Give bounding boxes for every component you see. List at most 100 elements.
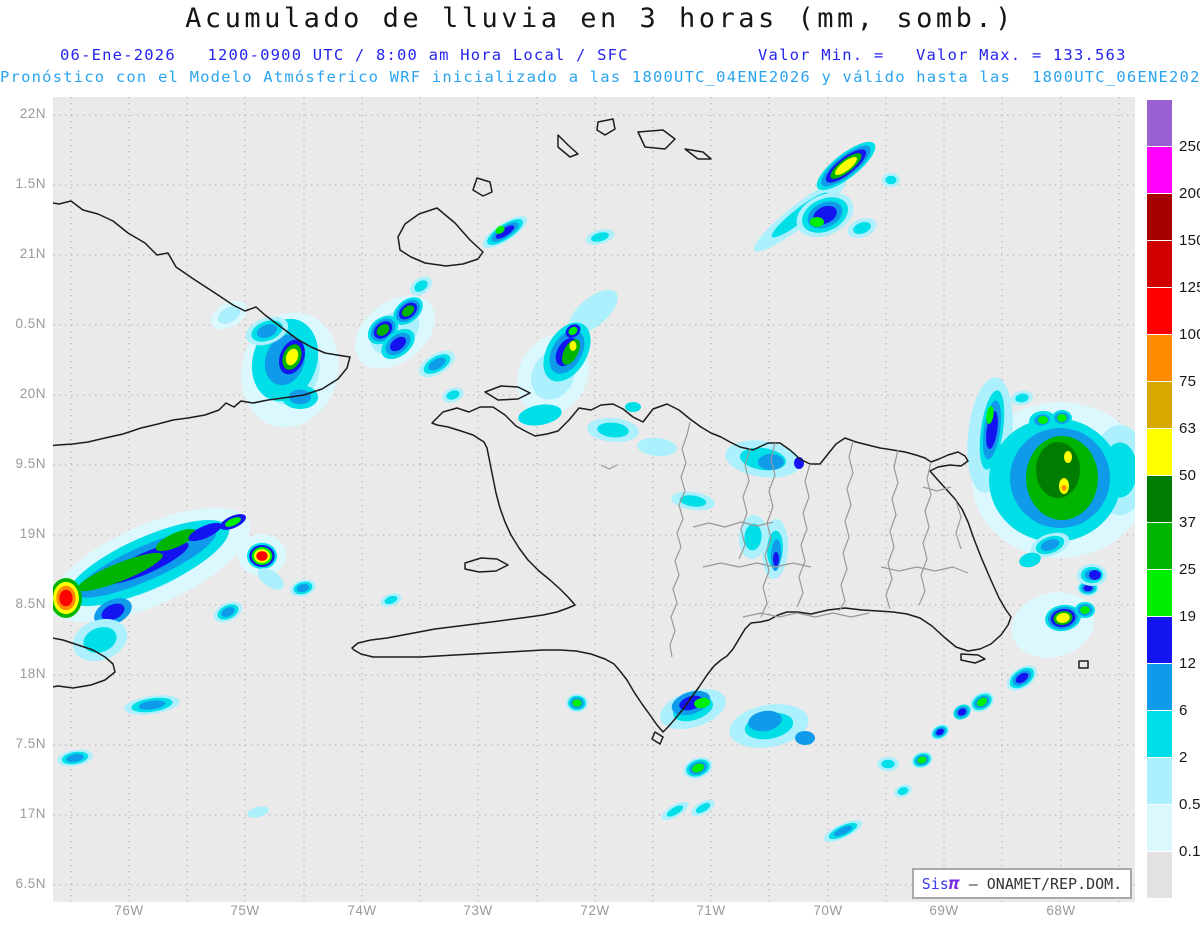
min-max-values: Valor Min. = Valor Max. = 133.563 [758, 46, 1127, 64]
colorbar-segment [1147, 711, 1172, 757]
colorbar-segment [1147, 335, 1172, 381]
rain-cell [94, 598, 132, 626]
rain-cell [257, 568, 285, 590]
lat-label: 22N [19, 106, 46, 121]
colorbar-value: 25 [1179, 561, 1197, 578]
admin-borders [600, 421, 969, 658]
rain-cell [367, 315, 399, 345]
turks-caicos-island-1 [557, 134, 579, 158]
rain-cell [1019, 552, 1041, 568]
colorbar-value: 75 [1179, 373, 1197, 390]
map-canvas [46, 97, 1148, 902]
rain-cell [694, 697, 710, 709]
lat-label: 1.5N [15, 176, 46, 191]
sispi-logo-pi: π [948, 873, 960, 894]
colorbar [1147, 100, 1172, 899]
credit-box: Sis π – ONAMET/REP.DOM. [912, 868, 1132, 899]
colorbar-value: 0.1 [1179, 843, 1200, 860]
lat-label: 21N [19, 246, 46, 261]
colorbar-segment [1147, 241, 1172, 287]
colorbar-value: 50 [1179, 467, 1197, 484]
rain-cell [823, 820, 863, 842]
rain-cell [50, 578, 82, 618]
hispaniola-coast [351, 403, 1012, 733]
rain-cell [72, 618, 128, 662]
colorbar-value: 2 [1179, 749, 1188, 766]
rain-cell [683, 757, 713, 779]
rain-cell [1052, 410, 1072, 426]
rain-cell [795, 731, 815, 745]
sispi-logo-sis: Sis [921, 874, 949, 893]
colorbar-value: 125 [1179, 279, 1200, 296]
lat-label: 18N [19, 666, 46, 681]
rain-cell [124, 695, 180, 715]
rain-cell [482, 215, 528, 249]
rain-cell [894, 784, 912, 798]
rain-cell [1045, 604, 1081, 632]
lon-label: 75W [230, 903, 260, 918]
colorbar-segment [1147, 664, 1172, 710]
rain-cell [882, 173, 900, 187]
colorbar-value: 63 [1179, 420, 1197, 437]
rain-cell [155, 529, 197, 551]
lat-label: 6.5N [15, 876, 46, 891]
mona-island [1078, 660, 1089, 669]
lon-label: 76W [114, 903, 144, 918]
rain-cell [748, 710, 782, 732]
rain-cell [381, 328, 415, 360]
colorbar-segment [1147, 429, 1172, 475]
rain-cell [565, 324, 581, 338]
colorbar-segment [1147, 194, 1172, 240]
rain-cell [410, 276, 432, 296]
lat-label: 7.5N [15, 736, 46, 751]
colorbar-value: 6 [1179, 702, 1188, 719]
rain-cell [495, 225, 505, 235]
rain-cell [188, 522, 222, 542]
rain-cell [57, 749, 93, 767]
rain-cell [247, 806, 269, 818]
lon-label: 74W [347, 903, 377, 918]
rain-cell [969, 691, 995, 713]
rain-cell [442, 387, 464, 403]
rain-cell [1038, 416, 1048, 424]
rain-cell [568, 289, 618, 335]
lat-label: 19N [19, 526, 46, 541]
model-init-text: Pronóstico con el Modelo Atmósferico WRF… [0, 68, 1200, 86]
rain-cell [282, 385, 318, 409]
lat-label: 9.5N [15, 456, 46, 471]
rain-cell [213, 601, 243, 623]
page-title: Acumulado de lluvia en 3 horas (mm, somb… [185, 3, 1015, 34]
colorbar-value: 150 [1179, 232, 1200, 249]
lat-label: 8.5N [15, 596, 46, 611]
cuba-north-coast [46, 200, 351, 358]
rain-cell [1075, 602, 1095, 618]
colorbar-segment [1147, 288, 1172, 334]
colorbar-segment [1147, 476, 1172, 522]
rain-cell [758, 454, 784, 470]
rain-cell [930, 724, 950, 740]
rain-cell [986, 406, 994, 424]
colorbar-segment [1147, 617, 1172, 663]
map-background [53, 97, 1135, 902]
lon-label: 68W [1046, 903, 1076, 918]
jamaica-coast [46, 636, 116, 689]
rain-cell [773, 552, 779, 566]
rain-cell [518, 404, 562, 426]
rain-cell [1089, 570, 1101, 580]
rain-cell [569, 341, 577, 351]
turks-caicos-island-3 [637, 129, 676, 150]
rain-cell [219, 514, 247, 530]
rain-cell [661, 801, 689, 821]
colorbar-segment [1147, 758, 1172, 804]
lat-label: 0.5N [15, 316, 46, 331]
rain-cell [1011, 390, 1033, 406]
little-inagua-island [472, 177, 493, 197]
map-area [46, 97, 1148, 902]
great-inagua-island [397, 207, 484, 267]
valid-time-text: 06-Ene-2026 1200-0900 UTC / 8:00 am Hora… [60, 46, 629, 64]
lon-label: 71W [696, 903, 726, 918]
rain-cell [877, 757, 899, 771]
colorbar-value: 200 [1179, 185, 1200, 202]
rain-cell [1064, 451, 1072, 463]
